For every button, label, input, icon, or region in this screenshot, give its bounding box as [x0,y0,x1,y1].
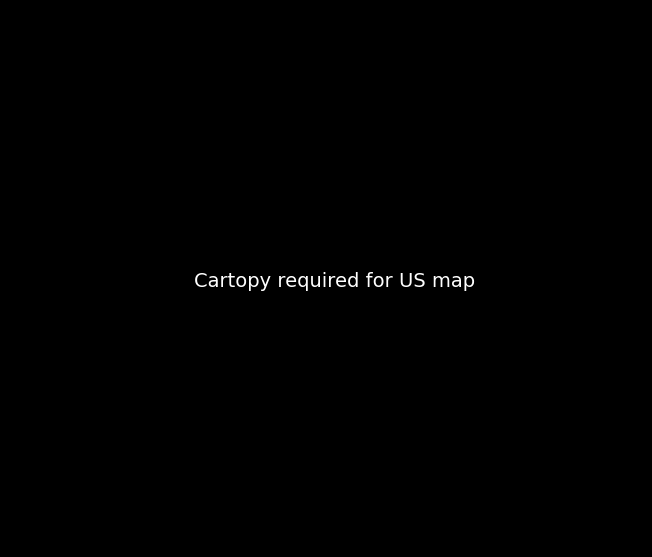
Text: Cartopy required for US map: Cartopy required for US map [194,272,475,291]
